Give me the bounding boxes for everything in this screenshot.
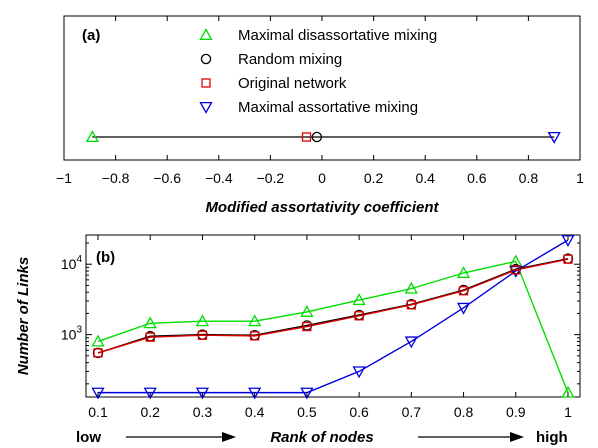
legend-entry: Original network (238, 75, 347, 92)
legend: Maximal disassortative mixing Random mixi… (199, 27, 437, 116)
data-point (143, 387, 157, 400)
data-point (311, 131, 323, 143)
data-point (248, 387, 262, 400)
x-tick-label: 0.8 (519, 170, 539, 186)
x-tick-label: −0.2 (257, 170, 285, 186)
panel-b: (b) 0.1 0.2 0.3 0.4 0.5 0.6 0.7 0.8 0.9 1 103104 … (15, 234, 581, 446)
x-tick-label: −1 (56, 170, 72, 186)
x-tick-label: 0.2 (364, 170, 384, 186)
panel-a-marks (85, 130, 561, 144)
data-point (406, 300, 416, 310)
panel-b-frame (85, 234, 581, 398)
data-point (85, 130, 99, 143)
x-tick-label: 0.3 (193, 404, 213, 420)
data-point (143, 316, 157, 329)
data-point (404, 336, 418, 349)
data-point (352, 293, 366, 306)
panel-a: (a) Maximal disassortative mixing Random … (56, 15, 584, 216)
data-point (458, 286, 469, 296)
x-tick-label: 1 (564, 404, 572, 420)
x-tick-label: 0 (318, 170, 326, 186)
data-point (248, 314, 262, 327)
data-point (197, 330, 208, 340)
data-point (93, 348, 103, 358)
panel-a-label: (a) (82, 27, 100, 44)
data-point (547, 131, 561, 144)
data-point (195, 314, 210, 327)
x-tick-label: 0.4 (415, 170, 435, 186)
data-point (404, 281, 418, 294)
x-tick-label: 1 (576, 170, 584, 186)
data-point (354, 311, 364, 321)
x-tick-label: 0.4 (245, 404, 265, 420)
legend-entry: Maximal disassortative mixing (238, 27, 437, 44)
data-point (91, 334, 105, 347)
data-point (145, 332, 155, 342)
series-line (98, 239, 569, 394)
data-point (250, 331, 260, 341)
data-point (300, 387, 314, 400)
panel-b-x-ticks: 0.1 0.2 0.3 0.4 0.5 0.6 0.7 0.8 0.9 1 (88, 235, 572, 420)
panel-a-x-ticks: −1 −0.8 −0.6 −0.4 −0.2 0 0.2 0.4 0.6 0.8 1 (56, 16, 584, 186)
legend-marker (199, 28, 213, 41)
data-point (509, 265, 523, 278)
panel-b-y-axis-label: Number of Links (15, 257, 32, 375)
x-tick-label: 0.6 (467, 170, 487, 186)
y-tick-label: 103 (61, 325, 83, 343)
panel-b-y-ticks: 103 104 (61, 242, 580, 385)
x-tick-label: 0.7 (402, 404, 422, 420)
x-tick-label: 0.2 (140, 404, 160, 420)
x-low-label: low (76, 429, 101, 446)
data-point (195, 387, 210, 400)
data-point (301, 132, 312, 142)
x-tick-label: 0.6 (349, 404, 369, 420)
data-point (561, 385, 575, 398)
data-point (511, 265, 521, 275)
series-line (97, 260, 569, 393)
series-line (97, 258, 569, 354)
panel-b-x-axis-label: Rank of nodes (270, 429, 373, 446)
x-tick-label: −0.8 (102, 170, 130, 186)
y-tick-label: 104 (61, 254, 83, 272)
data-point (352, 366, 366, 379)
high-arrow (418, 432, 524, 442)
data-point (563, 254, 573, 264)
data-point (91, 387, 105, 400)
low-arrow (126, 432, 236, 442)
legend-entry: Maximal assortative mixing (238, 99, 418, 116)
x-tick-label: 0.1 (88, 404, 108, 420)
panel-a-x-axis-label: Modified assortativity coefficient (205, 199, 439, 216)
data-point (456, 302, 471, 315)
x-tick-label: 0.9 (506, 404, 526, 420)
x-tick-label: 0.5 (297, 404, 317, 420)
x-tick-label: −0.6 (153, 170, 181, 186)
data-point (302, 321, 312, 332)
legend-marker (201, 78, 211, 88)
x-tick-label: −0.4 (205, 170, 233, 186)
data-point (456, 266, 471, 279)
panel-b-lines (97, 239, 569, 394)
panel-b-label: (b) (96, 249, 115, 266)
legend-entry: Random mixing (238, 51, 342, 68)
data-point (300, 305, 314, 317)
legend-marker (199, 101, 213, 114)
x-tick-label: 0.8 (454, 404, 474, 420)
legend-marker (200, 53, 212, 65)
x-high-label: high (536, 429, 568, 446)
panel-b-marks (91, 235, 575, 400)
